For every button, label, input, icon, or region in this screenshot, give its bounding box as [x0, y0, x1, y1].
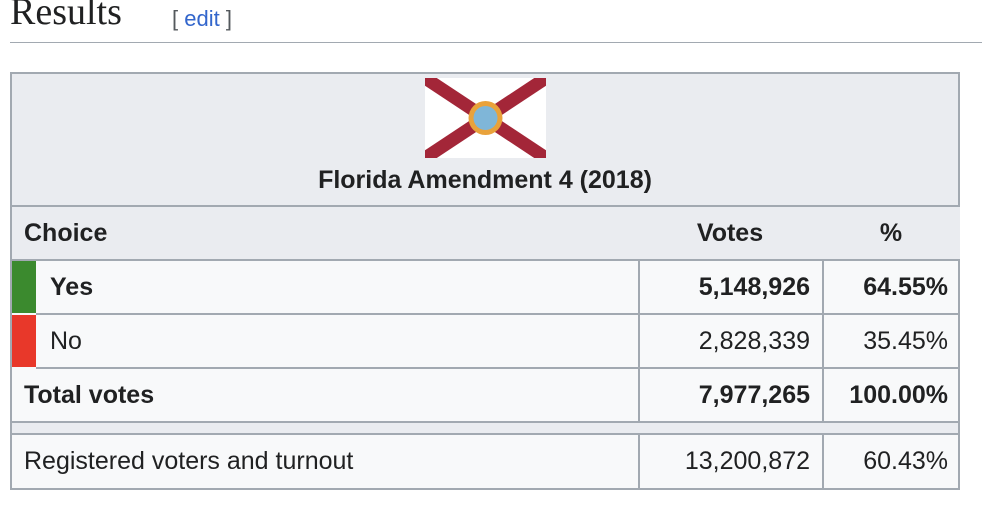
choice-cell: No: [36, 315, 640, 369]
percent-cell: 60.43%: [863, 447, 948, 475]
section-title: Results: [10, 0, 122, 33]
percent-cell: 35.45%: [822, 315, 960, 369]
choice-cell: Yes: [36, 261, 640, 315]
votes-cell: 7,977,265: [638, 369, 824, 423]
heading-rule: [10, 42, 982, 43]
header-cell: %: [822, 207, 960, 261]
flag: [425, 78, 546, 158]
edit-text[interactable]: edit: [184, 6, 220, 31]
spacer-row: [12, 423, 958, 435]
edit-link[interactable]: [ edit ]: [172, 6, 232, 32]
bracket: ]: [225, 6, 232, 31]
votes-cell: 2,828,339: [638, 315, 824, 369]
votes-cell: 5,148,926: [638, 261, 824, 315]
percent-cell: 64.55%: [822, 261, 960, 315]
no-swatch: [12, 315, 36, 367]
yes-swatch: [12, 261, 36, 313]
percent-cell: 100.00%: [822, 369, 960, 423]
total-label: Total votes: [12, 369, 640, 423]
caption: Florida Amendment 4 (2018): [318, 166, 652, 194]
votes-cell: 13,200,872: [638, 435, 824, 488]
header-cell: Votes: [638, 207, 824, 261]
turnout-label: Registered voters and turnout: [12, 435, 640, 488]
header-cell: Choice: [12, 207, 640, 261]
bracket: [: [172, 6, 179, 31]
